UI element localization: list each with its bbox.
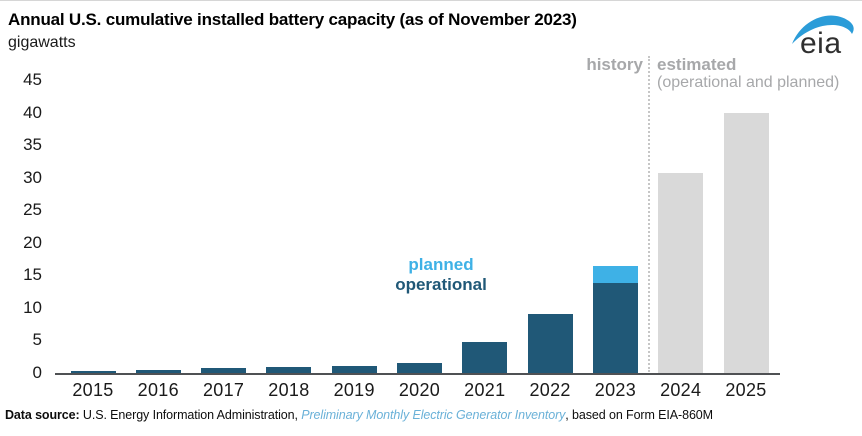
bar-2021-operational (462, 341, 508, 373)
x-tick-2016: 2016 (137, 380, 179, 400)
planned-label: planned (408, 255, 474, 274)
x-tick-2015: 2015 (72, 380, 114, 400)
eia-logo-text: eia (800, 27, 842, 58)
x-tick-2024: 2024 (660, 380, 702, 400)
x-tick-2018: 2018 (268, 380, 310, 400)
x-tick-2022: 2022 (529, 380, 571, 400)
bar-2016-operational (135, 369, 181, 373)
x-tick-2019: 2019 (333, 380, 375, 400)
eia-logo: eia (792, 15, 854, 58)
estimated-sublabel: (operational and planned) (657, 74, 840, 91)
history-label: history (586, 55, 643, 74)
bar-2022-operational (527, 314, 573, 373)
footer-data-source-label: Data source: (5, 408, 80, 422)
x-tick-2017: 2017 (202, 380, 245, 400)
x-tick-2025: 2025 (725, 380, 767, 400)
x-axis: 2015 2016 2017 2018 2019 2020 2021 2022 2023 2024… (55, 380, 815, 402)
footer-link[interactable]: Preliminary Monthly Electric Generator I… (301, 408, 566, 422)
footer-text-before-link: U.S. Energy Information Administration, (79, 408, 302, 422)
y-tick-0: 0 (32, 363, 42, 382)
y-tick-35: 35 (23, 135, 42, 155)
bar-2015-operational (70, 371, 116, 373)
y-tick-45: 45 (23, 70, 42, 89)
y-tick-20: 20 (23, 232, 42, 252)
y-tick-15: 15 (23, 265, 42, 285)
y-tick-5: 5 (32, 330, 42, 350)
chart-units-label: gigawatts (8, 34, 76, 51)
y-tick-30: 30 (23, 167, 42, 187)
y-axis: 0 5 10 15 20 25 30 35 40 45 (0, 70, 42, 382)
bar-2019-operational (331, 365, 377, 373)
bar-2017-operational (201, 367, 247, 373)
y-tick-10: 10 (23, 297, 42, 317)
estimated-label: estimated (657, 55, 737, 74)
bar-2023-planned (592, 266, 638, 284)
operational-label: operational (395, 275, 487, 294)
bar-2018-operational (266, 367, 312, 373)
x-tick-2023: 2023 (594, 380, 637, 400)
bar-2023-operational (592, 283, 638, 373)
plot-area (55, 80, 780, 375)
bar-2020-operational (397, 363, 442, 373)
series-legend: planned operational (384, 255, 498, 295)
eia-swoosh-icon (792, 15, 854, 44)
x-tick-2021: 2021 (464, 380, 506, 400)
y-tick-40: 40 (23, 102, 42, 122)
bar-2025-estimated (723, 113, 769, 373)
x-tick-2020: 2020 (398, 380, 441, 400)
history-estimated-divider (648, 56, 650, 372)
y-tick-25: 25 (23, 200, 42, 220)
bar-2024-estimated (658, 173, 704, 373)
chart-title: Annual U.S. cumulative installed battery… (8, 10, 577, 29)
footer-text-after-link: , based on Form EIA-860M (565, 408, 713, 422)
footer: Data source: U.S. Energy Information Adm… (5, 408, 713, 422)
